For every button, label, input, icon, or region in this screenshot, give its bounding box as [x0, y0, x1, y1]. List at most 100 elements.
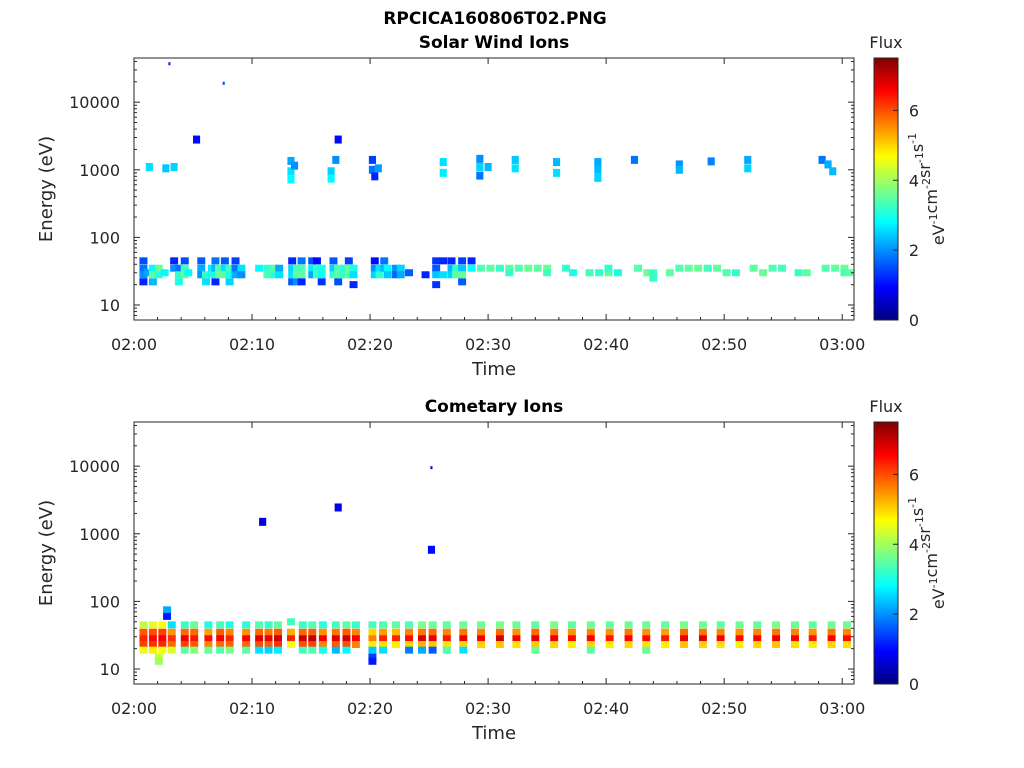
heatmap-cell: [495, 264, 504, 272]
panel-cometary-ions: Cometary Ions 02:00 02:10 02:20 02:30 02:40 0…: [36, 397, 948, 744]
heatmap-cell: [477, 628, 485, 636]
heatmap-cell: [298, 621, 307, 629]
heatmap-cell: [331, 646, 340, 654]
heatmap-cell: [225, 621, 234, 629]
heatmap-cell: [531, 635, 540, 643]
heatmap-cell: [716, 628, 725, 636]
colorbar-tick-label: 0: [909, 675, 919, 694]
heatmap-cell: [824, 160, 832, 169]
heatmap-cell: [368, 621, 377, 629]
heatmap-cell: [180, 628, 189, 636]
heatmap-cell: [594, 173, 602, 182]
heatmap-cell: [148, 271, 157, 279]
heatmap-cell: [349, 281, 358, 289]
heatmap-cell: [351, 621, 360, 629]
heatmap-cell: [827, 635, 836, 643]
heatmap-cell: [318, 635, 327, 643]
heatmap-cell: [312, 271, 321, 279]
heatmap-cell: [329, 271, 338, 279]
heatmap-cell: [368, 635, 377, 643]
heatmap-cell: [139, 621, 148, 629]
heatmap-cell: [586, 635, 595, 643]
heatmap-cell: [288, 257, 297, 265]
heatmap-cell: [231, 264, 240, 272]
colorbar-tick-label: 2: [909, 241, 919, 260]
heatmap-cell: [680, 641, 689, 649]
heatmap-cell: [287, 156, 295, 165]
heatmap-cell: [204, 635, 213, 643]
heatmap-cell: [735, 621, 744, 629]
heatmap-cell: [368, 646, 377, 654]
heatmap-cell: [524, 264, 533, 272]
heatmap-cell: [680, 635, 689, 643]
heatmap-cell: [202, 271, 210, 279]
heatmap-cell: [331, 621, 340, 629]
heatmap-cell: [287, 167, 295, 176]
heatmap-cell: [139, 641, 148, 649]
x-tick-label: 02:00: [111, 699, 157, 718]
x-tick-label: 02:30: [465, 699, 511, 718]
heatmap-cell: [215, 264, 223, 272]
heatmap-cell: [476, 171, 484, 180]
heatmap-cell: [168, 62, 171, 66]
heatmap-cell: [477, 635, 485, 643]
heatmap-cell: [342, 621, 351, 629]
heatmap-cell: [458, 257, 467, 265]
heatmap-cell: [595, 269, 604, 277]
heatmap-cell: [368, 628, 377, 636]
heatmap-cell: [418, 621, 426, 629]
heatmap-cell: [174, 264, 183, 272]
y-axis-label: Energy (eV): [36, 136, 57, 242]
heatmap-cell: [439, 271, 448, 279]
heatmap-cell: [298, 646, 307, 654]
heatmap-cell: [791, 635, 799, 643]
heatmap-cell: [550, 621, 559, 629]
heatmap-cell: [197, 264, 206, 272]
heatmap-cell: [197, 271, 206, 279]
heatmap-cell: [531, 621, 540, 629]
x-axis-label: Time: [471, 359, 516, 380]
heatmap-cell: [148, 641, 157, 649]
heatmap-cell: [827, 628, 836, 636]
heatmap-cell: [334, 264, 343, 272]
heatmap-cell: [148, 635, 157, 643]
heatmap-cell: [665, 269, 674, 277]
heatmap-cell: [567, 628, 576, 636]
heatmap-cell: [270, 271, 279, 279]
heatmap-cell: [684, 264, 693, 272]
colorbar-label: eV-1cm-2sr-1s-1: [906, 133, 948, 245]
heatmap-cell: [160, 269, 169, 277]
heatmap-cell: [255, 641, 264, 649]
heatmap-cell: [380, 257, 389, 265]
heatmap-cell: [661, 621, 670, 629]
heatmap-cell: [703, 264, 712, 272]
heatmap-cell: [202, 278, 210, 286]
heatmap-cell: [148, 278, 157, 286]
heatmap-cell: [158, 635, 167, 643]
heatmap-cell: [543, 269, 552, 277]
heatmap-cell: [308, 646, 317, 654]
heatmap-cell: [317, 278, 326, 286]
heatmap-cell: [531, 641, 540, 649]
heatmap-cell: [255, 621, 264, 629]
heatmap-cell: [379, 628, 388, 636]
heatmap-cell: [512, 628, 521, 636]
heatmap-cell: [148, 628, 157, 636]
heatmap-cell: [442, 621, 451, 629]
heatmap-cell: [405, 269, 413, 277]
heatmap-cell: [237, 271, 246, 279]
heatmap-cell: [145, 162, 153, 171]
heatmap-cell: [139, 271, 148, 279]
heatmap-cell: [514, 264, 523, 272]
x-tick-label: 03:00: [819, 335, 865, 354]
heatmap-cell: [604, 264, 613, 272]
heatmap-cells: [139, 62, 854, 289]
heatmap-cell: [190, 646, 199, 654]
heatmap-cell: [459, 628, 468, 636]
heatmap-cell: [368, 641, 377, 649]
heatmap-cell: [511, 164, 519, 173]
heatmap-cell: [495, 621, 504, 629]
heatmap-cell: [340, 271, 349, 279]
x-tick-label: 02:50: [701, 699, 747, 718]
heatmap-cell: [216, 646, 225, 654]
